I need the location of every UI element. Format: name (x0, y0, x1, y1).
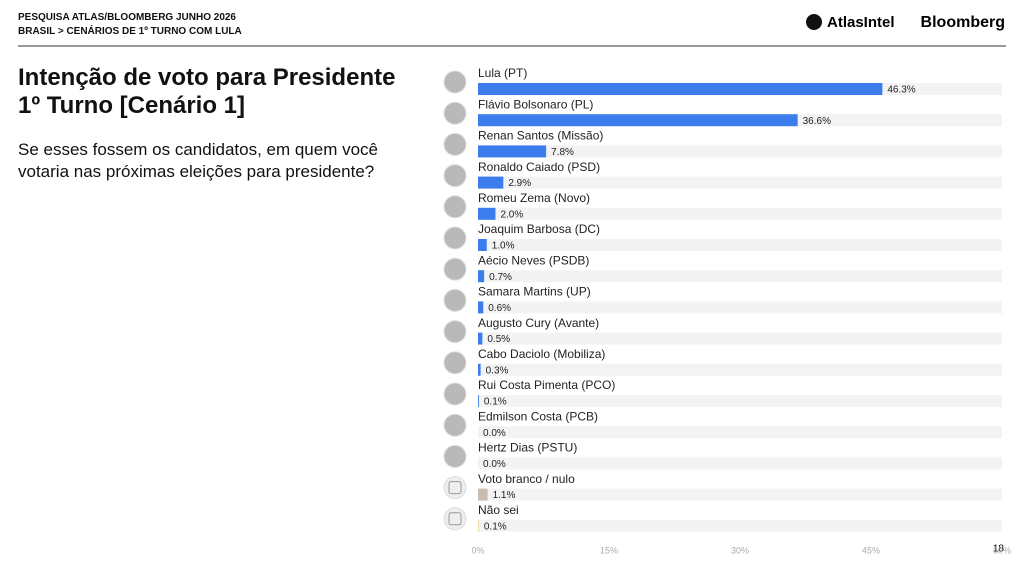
bar-track (478, 239, 1002, 251)
atlas-icon (806, 14, 822, 30)
value-label: 0.3% (486, 365, 509, 376)
x-tick-label: 30% (731, 545, 749, 555)
bar (478, 519, 479, 532)
category-label: Não sei (478, 503, 519, 517)
bar (478, 145, 547, 158)
value-label: 0.0% (483, 428, 506, 439)
x-tick-label: 0% (471, 545, 484, 555)
avatar (443, 132, 467, 156)
avatar (443, 70, 467, 94)
value-label: 0.5% (487, 334, 510, 345)
value-label: 0.0% (483, 459, 506, 470)
avatar (443, 320, 467, 344)
bar (478, 176, 504, 189)
avatar (443, 257, 467, 281)
avatar (443, 351, 467, 375)
value-label: 36.6% (803, 116, 831, 127)
value-label: 2.0% (500, 209, 523, 220)
bar (478, 363, 481, 376)
value-label: 0.1% (484, 397, 507, 408)
avatar (443, 101, 467, 125)
page-number: 18 (993, 544, 1005, 555)
category-label: Lula (PT) (478, 66, 527, 80)
bar-track (478, 176, 1002, 189)
bar-track (478, 270, 1002, 283)
value-label: 46.3% (887, 85, 915, 96)
chart-subtitle: Se esses fossem os candidatos, em quem v… (18, 140, 379, 181)
category-label: Renan Santos (Missão) (478, 129, 603, 143)
value-label: 0.6% (488, 303, 511, 314)
bar (478, 207, 496, 220)
bar (478, 488, 488, 501)
bar-track (478, 426, 1002, 439)
bar-track (478, 457, 1002, 470)
value-label: 1.0% (492, 241, 515, 252)
avatar (443, 164, 467, 188)
x-tick-label: 60% (993, 545, 1011, 555)
value-label: 2.9% (508, 178, 531, 189)
x-tick-label: 45% (862, 545, 880, 555)
bar (478, 239, 487, 251)
bar-track (478, 519, 1002, 532)
avatar (443, 195, 467, 219)
bar (478, 114, 798, 127)
category-label: Samara Martins (UP) (478, 285, 591, 299)
avatar (443, 476, 467, 500)
avatar-icon (448, 481, 462, 495)
bar (478, 83, 883, 95)
value-label: 0.7% (489, 272, 512, 283)
avatar-icon (448, 512, 462, 526)
value-label: 1.1% (493, 490, 516, 501)
chart-title: Intenção de voto para Presidente 1º Turn… (18, 64, 396, 119)
bar (478, 270, 485, 283)
category-label: Augusto Cury (Avante) (478, 316, 599, 330)
bar-track (478, 363, 1002, 376)
category-label: Rui Costa Pimenta (PCO) (478, 378, 615, 392)
bar (478, 332, 483, 345)
avatar (443, 413, 467, 437)
x-tick-label: 15% (600, 545, 618, 555)
breadcrumb: BRASIL > CENÁRIOS DE 1º TURNO COM LULA (18, 26, 242, 37)
bar-track (478, 395, 1002, 407)
bar-track (478, 488, 1002, 501)
category-label: Hertz Dias (PSTU) (478, 441, 577, 455)
category-label: Romeu Zema (Novo) (478, 191, 590, 205)
value-label: 0.1% (484, 521, 507, 532)
bar-track (478, 145, 1002, 158)
category-label: Flávio Bolsonaro (PL) (478, 97, 593, 111)
bar (478, 301, 484, 314)
logo-atlas: AtlasIntel (827, 14, 895, 31)
category-label: Joaquim Barbosa (DC) (478, 222, 600, 236)
bar (478, 395, 479, 407)
value-label: 7.8% (551, 147, 574, 158)
logo-bloomberg: Bloomberg (921, 14, 1005, 31)
avatar (443, 226, 467, 250)
category-label: Cabo Daciolo (Mobiliza) (478, 347, 605, 361)
bar-track (478, 207, 1002, 220)
category-label: Ronaldo Caiado (PSD) (478, 160, 600, 174)
avatar (443, 444, 467, 468)
avatar (443, 288, 467, 312)
bar-track (478, 301, 1002, 314)
avatar (443, 382, 467, 406)
category-label: Aécio Neves (PSDB) (478, 253, 589, 267)
category-label: Edmilson Costa (PCB) (478, 409, 598, 423)
survey: PESQUISA ATLAS/BLOOMBERG JUNHO 2026 (18, 12, 236, 23)
bar-track (478, 332, 1002, 345)
avatar (443, 507, 467, 531)
category-label: Voto branco / nulo (478, 472, 575, 486)
